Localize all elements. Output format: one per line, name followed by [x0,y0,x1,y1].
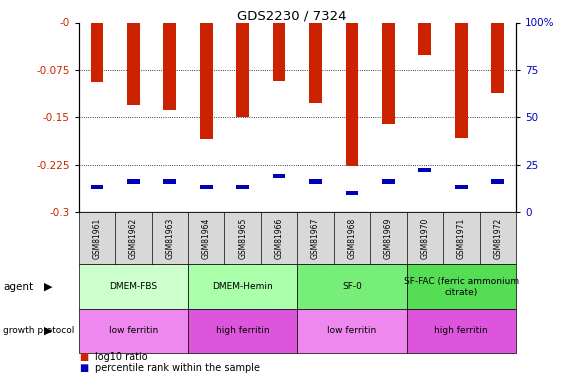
Text: GSM81971: GSM81971 [457,217,466,259]
Bar [163,22,176,110]
Text: GDS2230 / 7324: GDS2230 / 7324 [237,9,346,22]
Text: growth protocol: growth protocol [3,326,74,335]
Bar [346,22,359,166]
Text: high ferritin: high ferritin [434,326,488,335]
Text: DMEM-Hemin: DMEM-Hemin [212,282,273,291]
Bar [455,22,468,138]
Text: high ferritin: high ferritin [216,326,269,335]
Text: ■: ■ [79,363,88,373]
Text: low ferritin: low ferritin [109,326,158,335]
Text: GSM81962: GSM81962 [129,217,138,259]
Text: GSM81963: GSM81963 [166,217,174,259]
Text: GSM81967: GSM81967 [311,217,320,259]
Text: DMEM-FBS: DMEM-FBS [109,282,157,291]
Bar [200,185,213,189]
Text: agent: agent [3,282,33,292]
Bar [382,22,395,123]
Bar [309,22,322,103]
Text: GSM81966: GSM81966 [275,217,283,259]
Bar [127,179,140,184]
Bar [419,168,431,172]
Text: GSM81965: GSM81965 [238,217,247,259]
Text: GSM81969: GSM81969 [384,217,393,259]
Bar [309,179,322,184]
Text: GSM81970: GSM81970 [420,217,429,259]
Text: SF-0: SF-0 [342,282,362,291]
Text: GSM81961: GSM81961 [93,217,101,259]
Bar [382,179,395,184]
Bar [346,191,359,195]
Text: ▶: ▶ [44,326,52,336]
Text: ▶: ▶ [44,282,52,292]
Bar [273,174,286,178]
Bar [236,22,249,117]
Text: GSM81964: GSM81964 [202,217,210,259]
Bar [90,185,103,189]
Text: GSM81972: GSM81972 [493,217,502,259]
Bar [163,179,176,184]
Bar [236,185,249,189]
Text: ■: ■ [79,352,88,362]
Bar [419,22,431,56]
Text: SF-FAC (ferric ammonium
citrate): SF-FAC (ferric ammonium citrate) [404,277,519,297]
Bar [491,179,504,184]
Bar [90,22,103,82]
Bar [273,22,286,81]
Text: log10 ratio: log10 ratio [95,352,147,362]
Text: GSM81968: GSM81968 [347,217,356,259]
Bar [127,22,140,105]
Bar [491,22,504,93]
Text: percentile rank within the sample: percentile rank within the sample [95,363,260,373]
Text: low ferritin: low ferritin [328,326,377,335]
Bar [455,185,468,189]
Bar [200,22,213,139]
